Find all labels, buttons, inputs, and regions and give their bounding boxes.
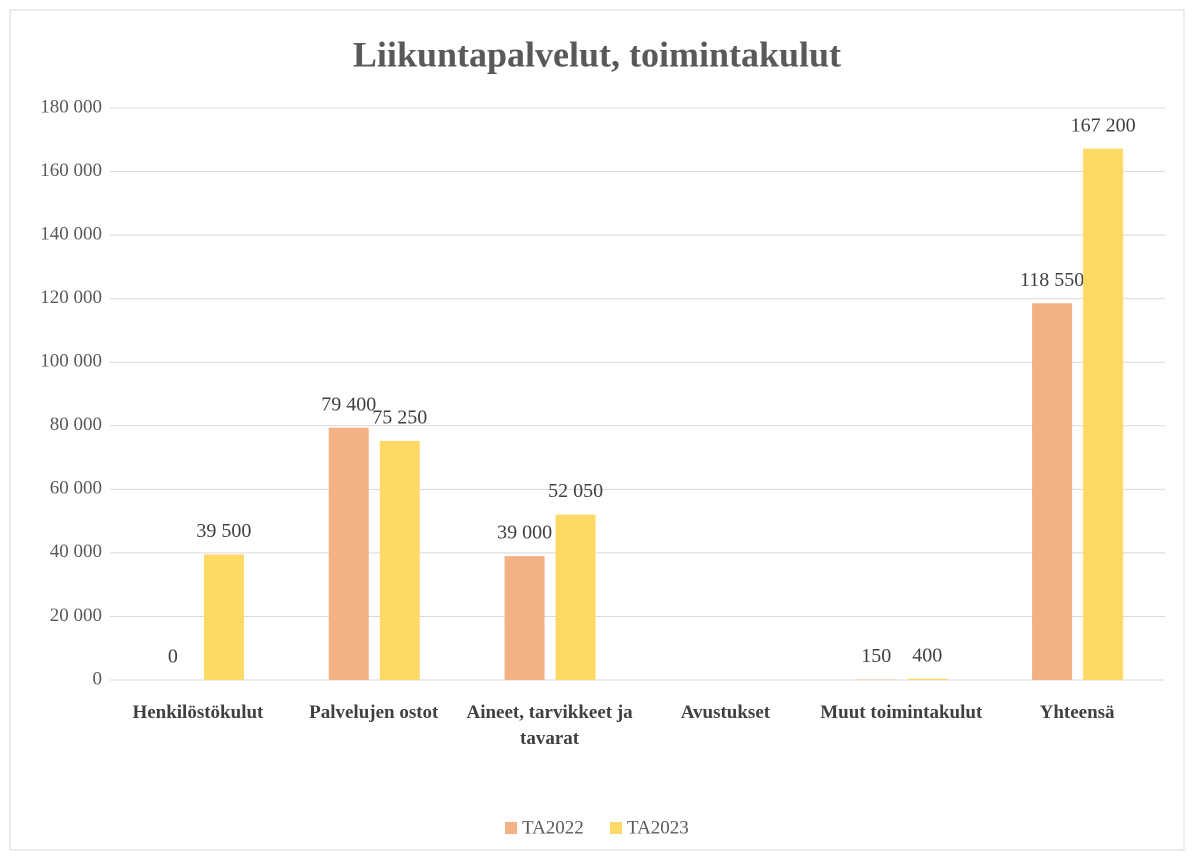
data-label: 167 200 bbox=[1071, 114, 1136, 136]
bar bbox=[1083, 148, 1124, 681]
x-tick-label: Palvelujen ostot bbox=[309, 702, 439, 723]
bar bbox=[504, 556, 545, 680]
legend-swatch bbox=[610, 822, 622, 834]
data-label: 39 000 bbox=[497, 522, 552, 544]
data-label: 118 550 bbox=[1020, 269, 1084, 291]
data-label: 75 250 bbox=[372, 406, 427, 428]
y-tick-label: 160 000 bbox=[40, 160, 102, 181]
chart-title: Liikuntapalvelut, toimintakulut bbox=[353, 34, 841, 74]
x-tick-label: Aineet, tarvikkeet ja tavarat bbox=[466, 702, 633, 749]
bar bbox=[328, 427, 369, 680]
x-tick-label: Avustukset bbox=[680, 702, 771, 723]
legend-swatch bbox=[505, 822, 517, 834]
y-tick-label: 140 000 bbox=[40, 223, 102, 244]
y-tick-label: 20 000 bbox=[50, 605, 102, 626]
data-label: 39 500 bbox=[196, 520, 251, 542]
y-tick-label: 0 bbox=[93, 668, 103, 689]
x-tick-label: Yhteensä bbox=[1039, 702, 1115, 723]
data-label: 79 400 bbox=[321, 393, 376, 415]
bar bbox=[1032, 303, 1073, 680]
bar bbox=[203, 554, 244, 680]
chart-frame bbox=[9, 9, 1185, 851]
y-tick-label: 60 000 bbox=[50, 478, 102, 499]
y-tick-label: 120 000 bbox=[40, 287, 102, 308]
y-tick-label: 100 000 bbox=[40, 351, 102, 372]
legend-label: TA2022 bbox=[522, 817, 584, 838]
bar bbox=[907, 678, 948, 680]
bar bbox=[379, 440, 420, 680]
y-tick-label: 180 000 bbox=[40, 96, 102, 117]
y-tick-label: 80 000 bbox=[50, 414, 102, 435]
legend-label: TA2023 bbox=[627, 817, 689, 838]
data-label: 0 bbox=[168, 646, 178, 668]
bar bbox=[555, 514, 596, 680]
y-tick-label: 40 000 bbox=[50, 541, 102, 562]
data-label: 150 bbox=[861, 645, 891, 667]
x-tick-label: Muut toimintakulut bbox=[820, 702, 983, 723]
data-label: 400 bbox=[912, 644, 942, 666]
data-label: 52 050 bbox=[548, 480, 603, 502]
x-tick-label: Henkilöstökulut bbox=[132, 702, 264, 723]
